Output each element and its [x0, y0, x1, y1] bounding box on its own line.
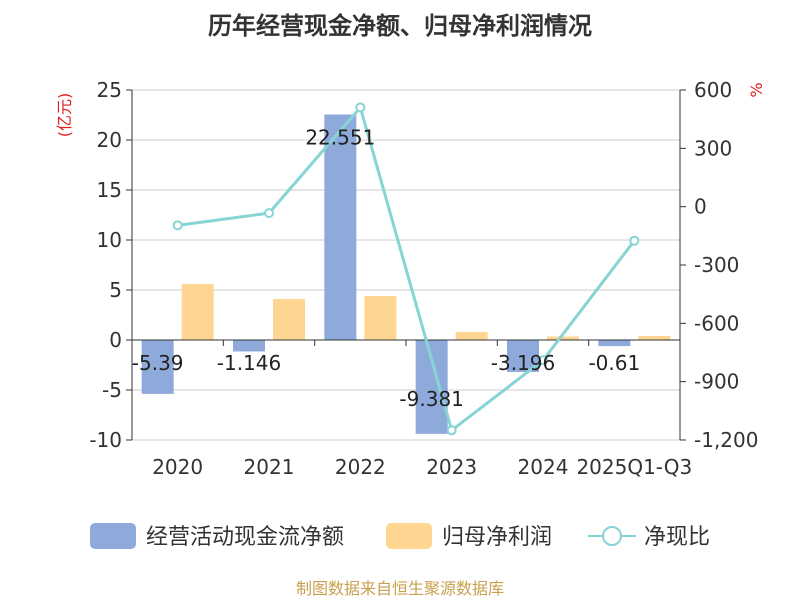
- bar-data-label: -0.61: [588, 351, 640, 375]
- source-note: 制图数据来自恒生聚源数据库: [296, 579, 504, 598]
- y-right-tick-label: 600: [694, 78, 732, 102]
- y-right-axis-label: %: [747, 82, 766, 97]
- y-left-tick-label: 20: [97, 128, 122, 152]
- bar-net-profit: [638, 336, 671, 340]
- ratio-point: [629, 235, 640, 246]
- y-right-tick-label: -600: [694, 311, 739, 335]
- y-left-tick-label: 25: [97, 78, 122, 102]
- x-tick-label: 2024: [518, 455, 569, 479]
- chart-title: 历年经营现金净额、归母净利润情况: [208, 12, 592, 40]
- bar-data-label: -9.381: [399, 387, 463, 411]
- legend-marker: [602, 526, 622, 546]
- x-tick-label: 2022: [335, 455, 386, 479]
- x-tick-label: 2021: [244, 455, 295, 479]
- bar-net-profit: [547, 336, 579, 340]
- ratio-point: [172, 220, 183, 231]
- x-tick-label: 2025Q1-Q3: [576, 455, 692, 479]
- y-left-tick-label: 5: [109, 278, 122, 302]
- x-tick-label: 2020: [152, 455, 203, 479]
- ratio-point: [538, 355, 548, 366]
- y-left-tick-label: 10: [97, 228, 122, 252]
- bar-net-profit: [181, 284, 214, 340]
- ratio-point: [355, 102, 366, 113]
- y-right-tick-label: -900: [694, 370, 739, 394]
- bar-data-label: -3.196: [491, 351, 555, 375]
- y-left-tick-label: 0: [109, 328, 122, 352]
- bar-net-profit: [364, 296, 397, 340]
- legend-swatch: [90, 523, 136, 549]
- legend-label: 归母净利润: [442, 525, 552, 550]
- y-left-tick-label: 15: [97, 178, 122, 202]
- bar-data-label: -1.146: [217, 351, 281, 375]
- ratio-line: [177, 104, 636, 433]
- legend-swatch: [386, 523, 432, 549]
- bar-net-profit: [273, 299, 305, 340]
- legend-label: 净现比: [644, 525, 710, 550]
- bar-data-label: 22.551: [305, 125, 375, 149]
- y-right-tick-label: 300: [694, 136, 732, 160]
- x-tick-label: 2023: [426, 455, 477, 479]
- y-left-tick-label: -10: [89, 428, 122, 452]
- ratio-point: [264, 208, 274, 219]
- bar-cashflow: [324, 114, 357, 341]
- y-right-tick-label: 0: [694, 195, 707, 219]
- y-left-tick-label: -5: [102, 378, 122, 402]
- legend-label: 经营活动现金流净额: [146, 525, 344, 550]
- bar-cashflow: [233, 340, 265, 352]
- bar-data-label: -5.39: [132, 351, 184, 375]
- y-left-axis-label: (亿元): [55, 93, 74, 138]
- ratio-point: [446, 425, 457, 436]
- bar-cashflow: [598, 340, 631, 347]
- y-right-tick-label: -1,200: [694, 428, 758, 452]
- bar-cashflow: [141, 340, 174, 394]
- y-right-tick-label: -300: [694, 253, 739, 277]
- bar-net-profit: [455, 332, 488, 340]
